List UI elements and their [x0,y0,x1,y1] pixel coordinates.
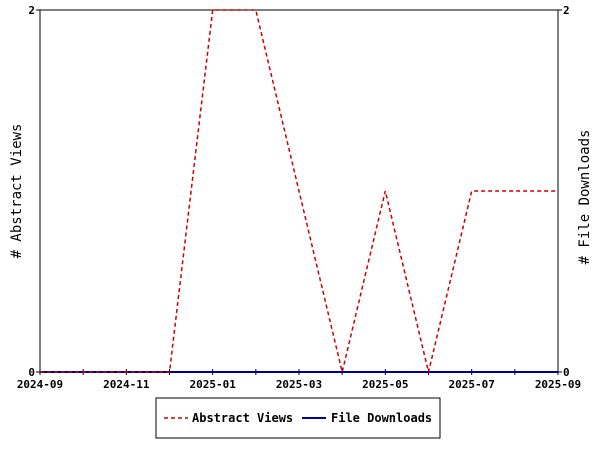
legend-box [155,397,441,439]
x-axis: 2024-09 2024-11 2025-01 2025-03 2025-05 2025-… [17,369,581,391]
y-right-tick-label: 2 [563,4,570,17]
y-right-tick-label: 0 [563,366,570,379]
x-tick-label: 2025-01 [189,378,236,391]
x-tick-label: 2025-07 [448,378,494,391]
x-tick-label: 2025-03 [276,378,322,391]
series-layer [40,9,558,373]
y-axis: 0 2 0 2 [28,4,569,379]
x-tick-label: 2025-09 [535,378,581,391]
legend-label-file-downloads: File Downloads [331,411,432,425]
legend: Abstract Views File Downloads [155,397,441,439]
y-axis-left-title: # Abstract Views [9,124,25,259]
x-tick-label: 2025-05 [362,378,408,391]
x-tick-label: 2024-11 [103,378,150,391]
series-line-abstract-views [40,9,558,373]
legend-label-abstract-views: Abstract Views [192,411,293,425]
y-axis-right-title: # File Downloads [577,130,593,265]
y-left-tick-label: 0 [28,366,35,379]
y-left-tick-label: 2 [28,4,35,17]
x-tick-label: 2024-09 [17,378,63,391]
